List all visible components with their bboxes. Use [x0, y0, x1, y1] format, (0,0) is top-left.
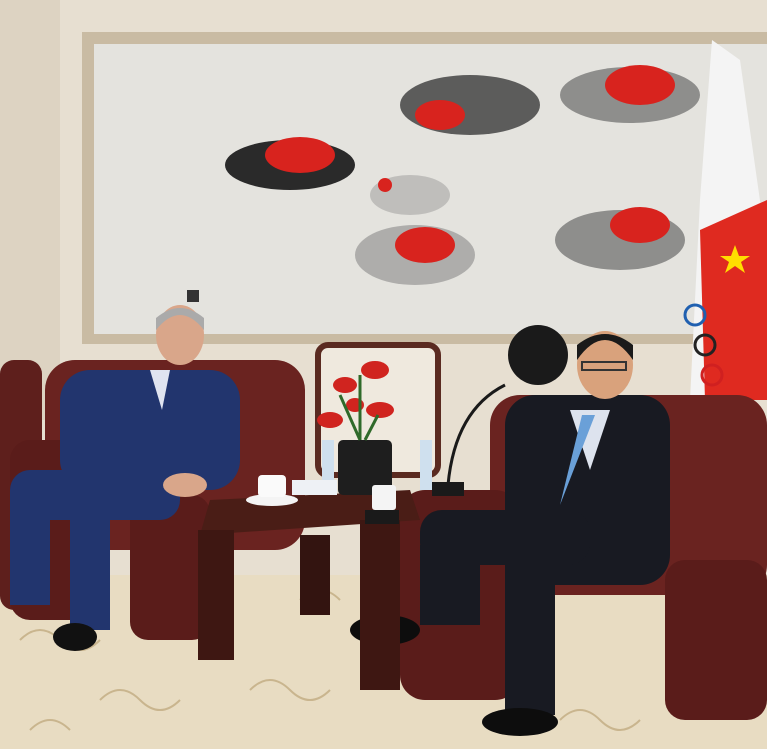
left-man: [10, 305, 240, 651]
wall-pillar: [0, 0, 60, 420]
table-items: [246, 361, 506, 524]
flag-star: [720, 245, 750, 273]
background-person: [508, 325, 568, 385]
olympic-rings: [683, 303, 724, 387]
china-flag: [700, 200, 767, 400]
mural-figures: [225, 65, 700, 285]
wall-socket: [187, 290, 199, 302]
